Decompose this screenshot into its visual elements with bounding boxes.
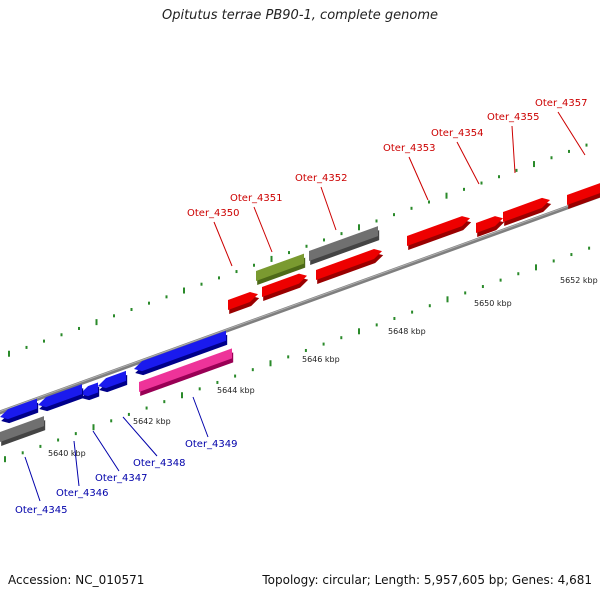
gene-label-leader xyxy=(557,111,586,156)
gene-feature-body xyxy=(476,216,503,233)
gene-feature-shadow xyxy=(229,296,260,314)
gene-feature-body xyxy=(139,348,232,392)
gene-label: Oter_4352 xyxy=(295,173,348,184)
backbone-highlight xyxy=(0,194,600,412)
gene-feature xyxy=(134,330,228,376)
gene-feature-body xyxy=(38,384,82,408)
gene-label: Oter_4349 xyxy=(185,439,238,450)
gene-feature-body xyxy=(309,226,378,261)
gene-feature-body xyxy=(228,292,258,310)
gene-feature xyxy=(503,197,552,226)
gene-feature xyxy=(139,348,234,396)
gene-label-leader xyxy=(320,186,337,231)
gene-label-leader xyxy=(253,206,273,253)
scale-label: 5646 kbp xyxy=(302,355,340,364)
gene-label: Oter_4351 xyxy=(230,193,283,204)
gene-feature xyxy=(567,183,600,209)
scale-label: 5650 kbp xyxy=(474,299,512,308)
gene-label-leader xyxy=(73,440,80,487)
gene-features xyxy=(0,183,600,446)
scale-ticks xyxy=(4,143,591,463)
gene-feature xyxy=(262,273,309,301)
gene-feature-body xyxy=(316,249,382,280)
gene-feature xyxy=(309,226,380,265)
gene-feature xyxy=(228,292,260,314)
scale-label: 5648 kbp xyxy=(388,327,426,336)
gene-feature-body xyxy=(567,183,600,205)
scale-label: 5652 kbp xyxy=(560,276,598,285)
backbone-line xyxy=(0,193,600,415)
gene-feature-shadow xyxy=(477,220,505,237)
gene-label-leader xyxy=(24,456,41,502)
scale-label: 5644 kbp xyxy=(217,386,255,395)
gene-feature-body xyxy=(256,253,304,281)
gene-feature xyxy=(38,384,84,412)
gene-label: Oter_4347 xyxy=(95,473,148,484)
gene-label: Oter_4357 xyxy=(535,98,588,109)
gene-label-leader xyxy=(213,221,233,267)
gene-feature-body xyxy=(0,398,37,420)
gene-label-leader xyxy=(92,430,120,472)
gene-feature xyxy=(98,370,128,393)
gene-label-leader xyxy=(192,396,209,438)
gene-feature xyxy=(476,216,505,237)
gene-feature xyxy=(0,398,39,424)
gene-label-leader xyxy=(511,125,516,174)
gene-label-leader xyxy=(408,156,429,201)
gene-feature xyxy=(316,249,384,284)
gene-feature-body xyxy=(0,416,44,442)
gene-label: Oter_4353 xyxy=(383,143,436,154)
gene-feature xyxy=(256,253,306,285)
gene-feature xyxy=(80,382,100,401)
gene-labels: Oter_4345 Oter_4346 Oter_4347 Oter_4348 Oter… xyxy=(15,98,588,516)
genome-backbone xyxy=(0,193,600,415)
gene-label: Oter_4345 xyxy=(15,505,68,516)
gene-feature-body xyxy=(134,330,226,372)
gene-label: Oter_4355 xyxy=(487,112,540,123)
gene-feature-body xyxy=(80,382,98,397)
accession-text: Accession: NC_010571 xyxy=(8,573,145,587)
scale-label: 5642 kbp xyxy=(133,417,171,426)
gene-feature xyxy=(0,416,46,446)
gene-label-leader xyxy=(456,141,480,185)
gene-feature-body xyxy=(262,273,307,297)
gene-feature xyxy=(407,216,472,250)
gene-label: Oter_4350 xyxy=(187,208,240,219)
gene-label: Oter_4346 xyxy=(56,488,109,499)
genome-title: Opitutus terrae PB90-1, complete genome xyxy=(161,8,439,23)
gene-label: Oter_4354 xyxy=(431,128,484,139)
scale-label: 5640 kbp xyxy=(48,449,86,458)
gene-feature-body xyxy=(407,216,470,246)
gene-feature-body xyxy=(503,197,550,222)
gene-label: Oter_4348 xyxy=(133,458,186,469)
scale-labels: 5640 kbp 5642 kbp 5644 kbp 5646 kbp 5648 kbp… xyxy=(48,276,598,458)
gene-feature-body xyxy=(98,370,126,389)
genome-summary: Topology: circular; Length: 5,957,605 bp… xyxy=(262,573,592,587)
gene-label-leader xyxy=(122,416,158,457)
